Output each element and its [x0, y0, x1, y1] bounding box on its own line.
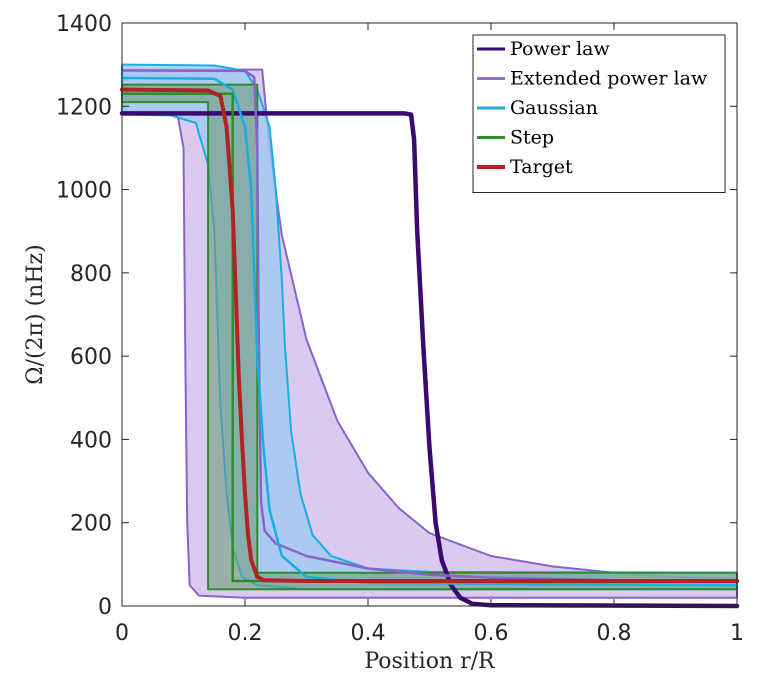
legend-label: Target — [510, 156, 573, 178]
x-tick-label: 1 — [730, 621, 744, 646]
x-tick-label: 0.4 — [351, 621, 386, 646]
axes — [121, 22, 738, 607]
series-lines — [119, 69, 740, 609]
legend: Power law Extended power law Gaussian Step T… — [472, 34, 726, 193]
legend-label: Gaussian — [510, 97, 598, 119]
y-tick-label: 800 — [70, 262, 112, 287]
series-line-power-law — [119, 111, 740, 609]
series-line-target — [120, 87, 739, 583]
series-line-gaussian — [120, 76, 739, 587]
legend-label: Extended power law — [510, 68, 708, 90]
x-tick-label: 0.2 — [228, 621, 263, 646]
legend-label: Power law — [510, 38, 610, 60]
y-tick-label: 200 — [70, 512, 112, 537]
y-axis-label: Ω/(2π) (nHz) — [23, 244, 48, 384]
y-tick-label: 400 — [70, 428, 112, 453]
x-tick-label: 0.6 — [474, 621, 509, 646]
series-line-extended-power-law — [120, 69, 739, 583]
y-tick-label: 600 — [70, 345, 112, 370]
x-tick-label: 0 — [115, 621, 129, 646]
legend-label: Step — [510, 127, 554, 149]
y-tick-label: 1400 — [56, 12, 112, 37]
plot-frame — [121, 22, 738, 607]
y-tick-label: 1200 — [56, 95, 112, 120]
x-axis-label: Position r/R — [364, 649, 496, 674]
legend-box — [472, 34, 726, 193]
x-tick-label: 0.8 — [597, 621, 632, 646]
y-tick-label: 1000 — [56, 179, 112, 204]
y-tick-label: 0 — [98, 595, 112, 620]
tick-labels: 0 0.2 0.4 0.6 0.8 1 0 200 400 600 800 1000 1200 1400 — [56, 12, 744, 646]
